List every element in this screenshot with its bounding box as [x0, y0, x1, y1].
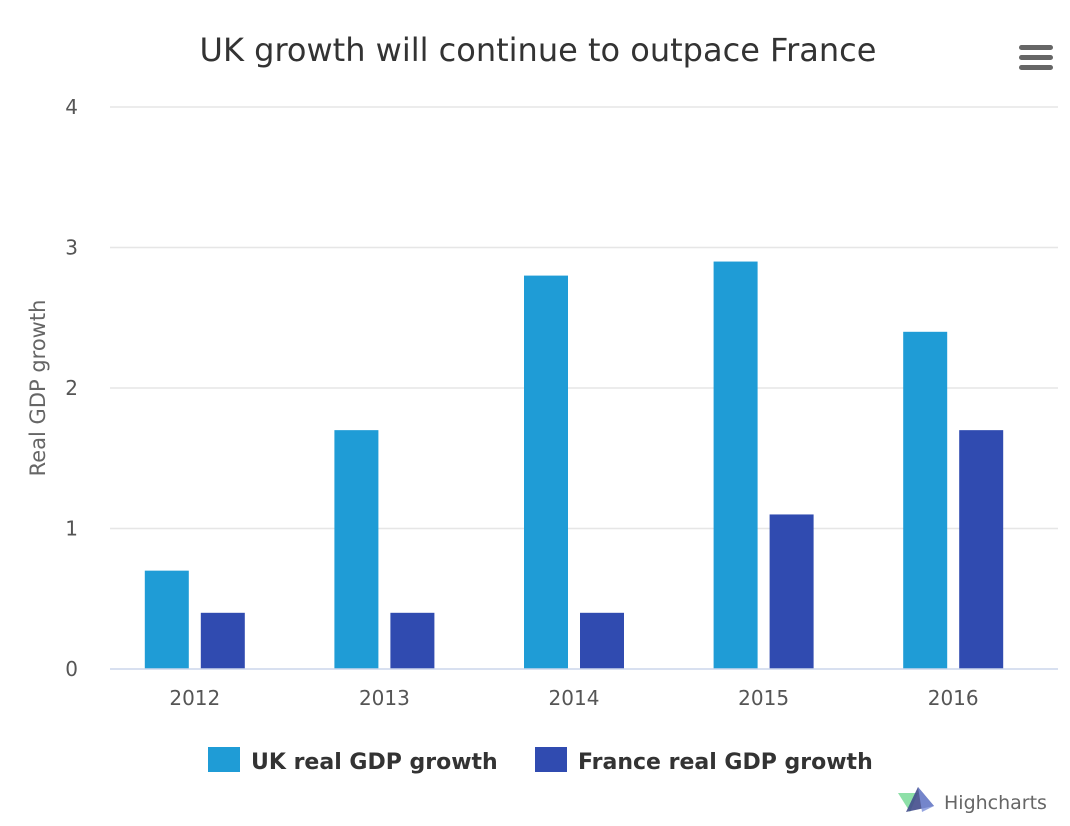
bar[interactable]: [144, 570, 189, 669]
legend-swatch: [208, 747, 240, 772]
y-tick-label: 2: [65, 376, 78, 400]
bar[interactable]: [769, 514, 814, 669]
bar[interactable]: [959, 430, 1004, 669]
x-tick-label: 2014: [549, 686, 600, 710]
bar[interactable]: [713, 261, 758, 669]
legend-label: France real GDP growth: [578, 750, 873, 775]
grid-lines: [110, 106, 1058, 530]
y-tick-label: 3: [65, 236, 78, 260]
legend-label: UK real GDP growth: [251, 750, 498, 775]
bar[interactable]: [580, 612, 624, 669]
x-tick-label: 2016: [928, 686, 979, 710]
x-axis-ticks: 2012 2013 2014 2015 2016: [169, 686, 978, 710]
x-tick-label: 2012: [169, 686, 220, 710]
legend: UK real GDP growth France real GDP growth: [208, 747, 873, 775]
legend-swatch: [535, 747, 567, 772]
y-tick-label: 4: [65, 95, 78, 119]
credit-text: Highcharts: [944, 792, 1047, 814]
bars: [144, 261, 1004, 669]
x-tick-label: 2015: [738, 686, 789, 710]
highcharts-credit[interactable]: Highcharts: [898, 787, 1047, 814]
legend-item[interactable]: UK real GDP growth: [208, 747, 498, 775]
hamburger-menu-icon[interactable]: [1014, 36, 1058, 76]
bar[interactable]: [390, 612, 435, 669]
x-tick-label: 2013: [359, 686, 410, 710]
bar[interactable]: [524, 275, 568, 669]
chart-title: UK growth will continue to outpace Franc…: [200, 31, 877, 69]
bar[interactable]: [200, 612, 245, 669]
legend-item[interactable]: France real GDP growth: [535, 747, 873, 775]
y-axis-label: Real GDP growth: [26, 300, 50, 477]
bar[interactable]: [334, 430, 379, 669]
bar[interactable]: [903, 331, 948, 669]
y-tick-label: 1: [65, 517, 78, 541]
y-axis-ticks: 0 1 2 3 4: [65, 95, 78, 681]
highcharts-logo-icon: [898, 787, 934, 812]
y-tick-label: 0: [65, 657, 78, 681]
